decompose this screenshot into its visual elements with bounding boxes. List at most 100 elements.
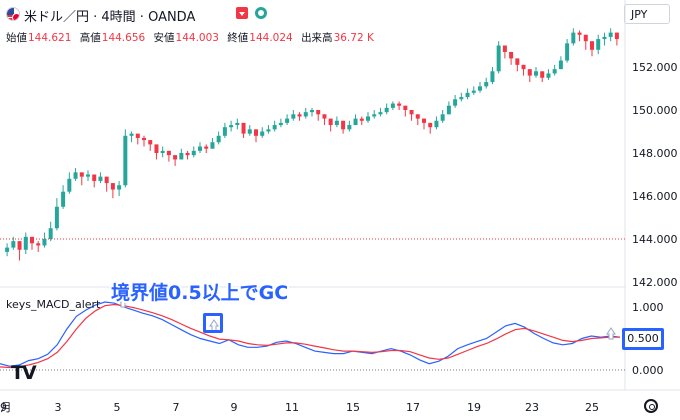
currency-selector[interactable]: JPY (624, 4, 670, 24)
candle (117, 180, 122, 196)
price-tick-label: 148.000 (632, 147, 678, 160)
time-tick-label: 9 (231, 401, 238, 414)
candle-body (104, 176, 109, 184)
candle (166, 150, 171, 162)
candle-body (123, 135, 128, 186)
candle-body (61, 191, 66, 207)
candle (5, 243, 10, 257)
candle-body (322, 114, 327, 119)
candle (179, 148, 184, 160)
candle-body (48, 228, 53, 239)
candle (484, 77, 489, 89)
candle-body (210, 142, 215, 149)
candle-body (471, 90, 476, 93)
candle-body (278, 122, 283, 126)
tradingview-logo-icon[interactable]: TV (11, 362, 37, 384)
candle-body (79, 172, 84, 177)
gc-arrow-icon (118, 295, 128, 308)
candle (92, 174, 97, 188)
indicator-name[interactable]: keys_MACD_alert (6, 298, 101, 311)
candle-body (608, 32, 613, 37)
candle (61, 185, 66, 209)
candle-body (434, 120, 439, 128)
candle-body (465, 92, 470, 98)
candle (515, 58, 520, 72)
time-tick-label: 25 (585, 401, 599, 414)
candle-body (247, 129, 252, 134)
japan-flag-icon (12, 13, 19, 20)
candle (415, 114, 420, 126)
symbol-title[interactable]: 米ドル／円 · 4時間 · OANDA (24, 10, 196, 25)
candle (322, 114, 327, 126)
candle (110, 183, 115, 199)
candle-body (459, 97, 464, 100)
candle-body (11, 241, 16, 248)
candle (154, 144, 159, 160)
candle-body (185, 153, 190, 156)
candle-body (446, 105, 451, 115)
close-value: 144.024 (249, 32, 293, 44)
candle-body (496, 45, 501, 72)
candle (285, 114, 290, 126)
candle (502, 45, 507, 59)
candle (235, 118, 240, 130)
candle-body (117, 185, 122, 190)
candle (241, 122, 246, 138)
candle-body (92, 174, 97, 181)
candle (278, 118, 283, 128)
volume-value: 36.72 K (333, 32, 374, 44)
candle (453, 94, 458, 108)
direction-icon (236, 7, 248, 19)
candle (297, 112, 302, 121)
candle (173, 155, 178, 166)
candle-body (135, 133, 140, 138)
candle (291, 110, 296, 121)
candle (42, 232, 47, 248)
candle-body (366, 116, 370, 121)
candle-body (316, 110, 321, 115)
settings-gear-icon[interactable] (644, 399, 658, 413)
candle (558, 56, 563, 70)
low-value: 144.003 (175, 32, 219, 44)
candle-body (502, 45, 507, 52)
time-tick-label: 17 (406, 401, 420, 414)
candle-body (478, 86, 482, 91)
candle (135, 133, 140, 145)
candle-body (148, 140, 153, 145)
candle (104, 176, 109, 192)
candle (129, 131, 134, 143)
candle (148, 140, 153, 151)
candle (334, 116, 339, 128)
candle-body (204, 146, 209, 149)
candle-body (42, 239, 47, 246)
time-tick-label: 19 (467, 401, 481, 414)
candle-body (596, 39, 601, 50)
candle (204, 144, 209, 153)
candle-body (347, 125, 352, 130)
candle-body (222, 127, 227, 136)
candle-body (154, 144, 159, 153)
candle-body (540, 71, 545, 78)
candle-body (602, 36, 607, 40)
candle (577, 30, 582, 42)
candle-body (241, 122, 246, 134)
candle (465, 88, 470, 100)
candle (191, 146, 196, 158)
candle-body (546, 73, 551, 78)
candle (67, 172, 72, 194)
candle (397, 101, 402, 110)
candle (73, 168, 78, 181)
candle-body (415, 114, 420, 119)
candle (384, 103, 389, 115)
candle-body (142, 137, 146, 141)
candle-body (17, 241, 22, 250)
candle-body (23, 236, 28, 250)
price-tick-label: 152.000 (632, 61, 678, 74)
time-tick-label: 11 (285, 401, 299, 414)
price-tick-label: 146.000 (632, 190, 678, 203)
candle-body (198, 146, 202, 151)
candle-body (303, 112, 308, 117)
candle-body (428, 122, 433, 128)
candle-body (285, 118, 290, 123)
